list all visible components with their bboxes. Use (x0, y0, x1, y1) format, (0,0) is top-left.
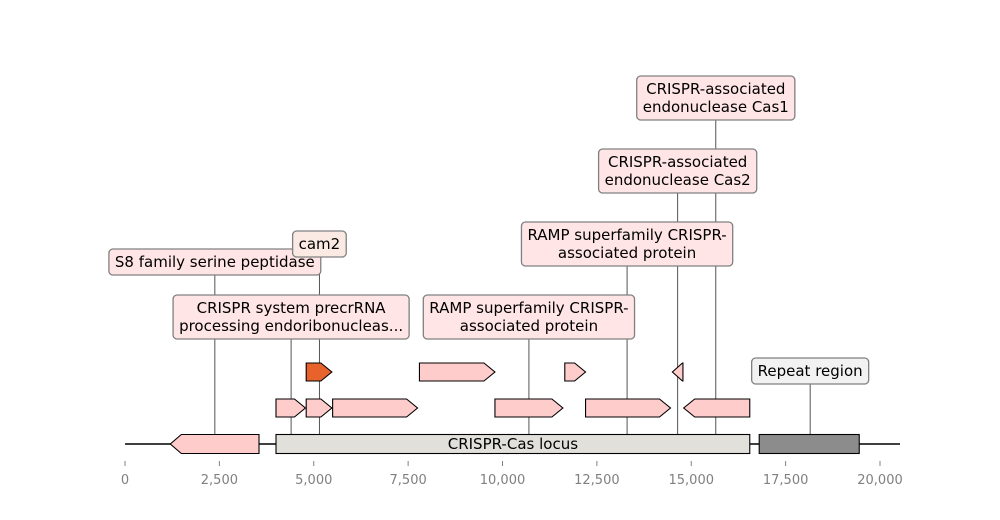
annotation-text: endonuclease Cas2 (605, 171, 751, 189)
x-axis-tick-label: 2,500 (201, 473, 238, 488)
gene-arrow-cas2 (671, 362, 684, 382)
annotation-repeat-label: Repeat region (751, 357, 870, 385)
gene-arrow-ramp2 (584, 398, 672, 418)
annotation-box (597, 148, 758, 194)
annotation-text: CRISPR system precrRNA (197, 299, 387, 317)
annotation-ramp1-label: RAMP superfamily CRISPR-associated prote… (422, 294, 636, 340)
x-axis-tick-label: 0 (121, 473, 129, 488)
gene-arrow-g-small (305, 398, 333, 418)
annotation-text: CRISPR-associated (646, 80, 785, 98)
annotation-text: processing endoribonucleas... (179, 317, 403, 335)
gene-arrow-s8 (169, 433, 260, 455)
annotation-labels: S8 family serine peptidase CRISPR system … (108, 75, 870, 385)
annotation-text: cam2 (299, 235, 341, 253)
region-features: CRISPR-Cas locus (275, 433, 860, 455)
gene-arrow-ramp1 (494, 398, 564, 418)
x-axis-tick-label: 20,000 (857, 473, 903, 488)
gene-arrow-precrrna (275, 398, 307, 418)
annotation-text: RAMP superfamily CRISPR- (429, 299, 628, 317)
gene-arrow-cam2 (305, 362, 333, 382)
annotation-text: S8 family serine peptidase (115, 253, 315, 271)
gene-features (169, 362, 751, 455)
x-axis-tick-label: 15,000 (669, 473, 715, 488)
annotation-text: Repeat region (758, 362, 863, 380)
annotation-text: endonuclease Cas1 (643, 98, 789, 116)
annotation-ramp2-label: RAMP superfamily CRISPR-associated prote… (520, 221, 734, 267)
annotation-cam2-label: cam2 (291, 230, 347, 258)
x-axis: 0 2,500 5,000 7,500 10,000 12,500 15,000 17,500… (121, 461, 903, 488)
gene-arrow-g-top (418, 362, 496, 382)
annotation-box (172, 294, 410, 340)
annotation-text: associated protein (460, 317, 598, 335)
annotation-box (108, 248, 322, 276)
x-axis-tick-label: 5,000 (295, 473, 332, 488)
region-label-locus: CRISPR-Cas locus (448, 435, 578, 453)
annotation-box (422, 294, 636, 340)
region-box-repeat (758, 433, 860, 455)
gene-arrow-g-long (332, 398, 419, 418)
annotation-box (520, 221, 734, 267)
x-axis-tick-label: 10,000 (480, 473, 526, 488)
annotation-text: CRISPR-associated (608, 153, 747, 171)
x-axis-tick-label: 17,500 (763, 473, 809, 488)
annotation-s8-label: S8 family serine peptidase (108, 248, 322, 276)
annotation-text: associated protein (558, 244, 696, 262)
x-axis-tick-label: 12,500 (574, 473, 620, 488)
annotation-text: RAMP superfamily CRISPR- (527, 226, 726, 244)
annotation-box (291, 230, 347, 258)
annotation-box (751, 357, 870, 385)
x-axis-tick-label: 7,500 (390, 473, 427, 488)
gene-arrow-cas1 (682, 398, 751, 418)
annotation-box (636, 75, 796, 121)
region-box-locus (275, 433, 751, 455)
gene-arrow-g-tiny (564, 362, 587, 382)
